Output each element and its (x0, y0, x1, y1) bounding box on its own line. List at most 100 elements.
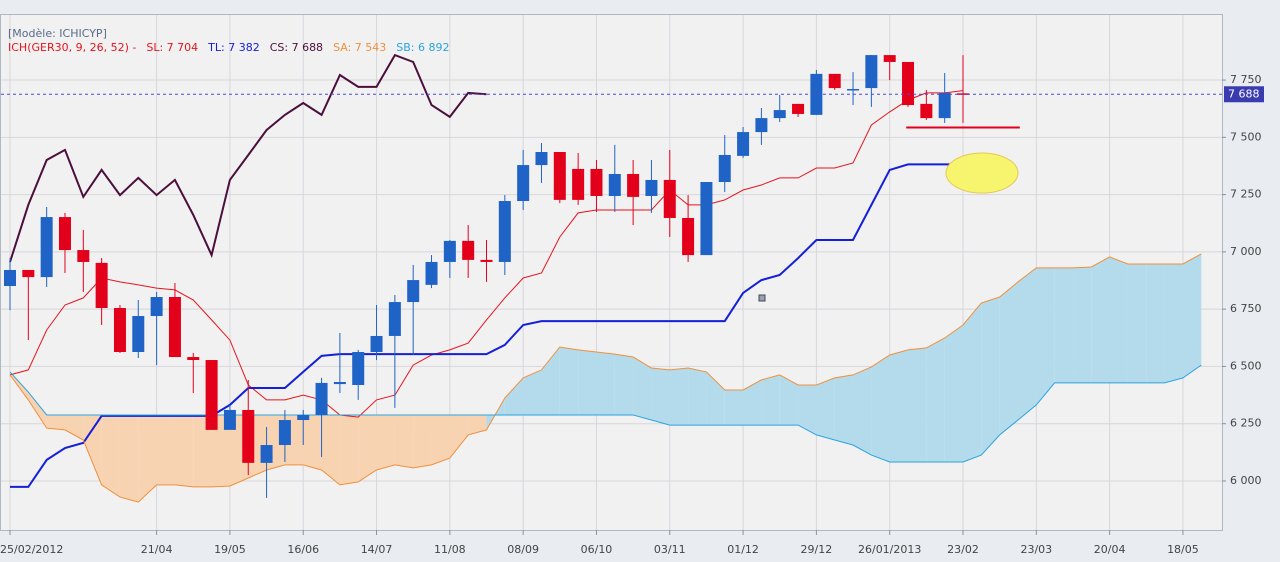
cloud-segment (688, 368, 707, 426)
candle-body (187, 357, 200, 361)
indicator-line (9, 53, 487, 263)
candle-body (572, 168, 585, 200)
price-box (1224, 86, 1264, 103)
cloud-segment (468, 414, 487, 435)
candle-body (95, 262, 108, 309)
cloud-segment (321, 414, 340, 485)
candle-body (938, 92, 951, 119)
candle-body (242, 409, 255, 463)
candle-body (278, 420, 291, 446)
legend-entry: SB: 6 892 (396, 41, 449, 54)
cloud-segment (908, 347, 927, 462)
cloud-segment (596, 351, 615, 415)
candle-body (462, 240, 475, 260)
cloud-segment (651, 368, 670, 426)
x-tick-label: 03/11 (654, 543, 686, 556)
cloud-segment (834, 374, 854, 446)
cloud-segment (1146, 264, 1165, 383)
cloud-segment (523, 369, 542, 415)
cloud-segment (853, 366, 872, 456)
cloud-segment (541, 346, 560, 415)
cloud-segment (926, 338, 945, 462)
candle-body (333, 382, 346, 385)
cloud-segment (211, 414, 230, 487)
candle-body (480, 259, 493, 262)
candle-body (590, 168, 603, 196)
candle-body (132, 316, 145, 352)
cloud-segment (119, 414, 139, 503)
candle-body (370, 335, 383, 352)
candle-body (58, 217, 71, 251)
candle-body (883, 55, 896, 62)
x-tick-label: 16/06 (287, 543, 319, 556)
cloud-segment (963, 302, 982, 462)
cloud-segment (871, 354, 890, 462)
candle-body (645, 179, 658, 196)
legend-entry: TL: 7 382 (207, 41, 260, 54)
cloud-segment (1054, 267, 1073, 383)
cloud-segment (83, 414, 102, 485)
legend-entry: CS: 7 688 (270, 41, 323, 54)
legend-entry: SA: 7 543 (333, 41, 386, 54)
y-tick-label: 6 250 (1230, 417, 1262, 430)
candles (4, 55, 970, 498)
indicator-line (9, 90, 964, 418)
candle-body (388, 302, 401, 336)
candle-body (498, 201, 511, 262)
highlight (945, 152, 1019, 194)
legend-entry: SL: 7 704 (146, 41, 198, 54)
candle-body (517, 165, 530, 202)
y-tick-label: 7 750 (1230, 73, 1262, 86)
cloud-segment (46, 414, 65, 430)
candle-body (663, 179, 676, 218)
x-tick-label: 29/12 (801, 543, 833, 556)
x-tick-label: 26/01/2013 (858, 543, 921, 556)
overlay: 7 688 (1, 86, 1264, 129)
candle-body (77, 250, 90, 262)
indicator-line (9, 253, 1202, 503)
cloud-segment (394, 414, 414, 468)
cloud-segment (303, 414, 322, 470)
cloud-segment (431, 414, 450, 465)
candle-body (700, 182, 713, 256)
cloud-segment (339, 414, 359, 485)
cloud-segment (413, 414, 432, 468)
candle-body (260, 445, 273, 463)
x-tick-label: 19/05 (214, 543, 246, 556)
candle-body (682, 217, 695, 256)
y-tick-label: 6 000 (1230, 474, 1262, 487)
cloud-segment (138, 414, 157, 503)
cloud-segment (944, 324, 964, 462)
candle-body (352, 351, 365, 385)
candle-body (205, 360, 218, 430)
candle-body (150, 297, 163, 317)
model-label: [Modèle: ICHICYP] (8, 27, 107, 40)
cloud-segment (449, 414, 469, 459)
candle-body (737, 132, 750, 156)
y-tick-label: 6 750 (1230, 302, 1262, 315)
cloud-segment (64, 414, 84, 440)
x-tick-label: 18/05 (1167, 543, 1199, 556)
cloud-segment (504, 377, 524, 415)
marker (758, 294, 766, 302)
candle-body (792, 103, 805, 114)
candle-body (168, 297, 181, 358)
candle-body (22, 269, 35, 278)
cloud-segment (193, 414, 212, 487)
cloud-segment (559, 346, 579, 415)
candle-body (755, 118, 768, 133)
cloud-segment (1109, 256, 1128, 383)
x-tick-label: 25/02/2012 (0, 543, 63, 556)
x-tick-label: 23/02 (947, 543, 979, 556)
y-tick-label: 6 500 (1230, 359, 1262, 372)
cloud-segment (706, 371, 725, 426)
cloud-segment (798, 384, 817, 435)
candle-body (4, 269, 16, 287)
candle-body (223, 409, 236, 430)
cloud-segment (779, 374, 799, 426)
cloud-segment (358, 414, 377, 482)
x-tick-label: 23/03 (1020, 543, 1052, 556)
cloud-segment (174, 414, 194, 487)
candle-body (425, 261, 438, 285)
